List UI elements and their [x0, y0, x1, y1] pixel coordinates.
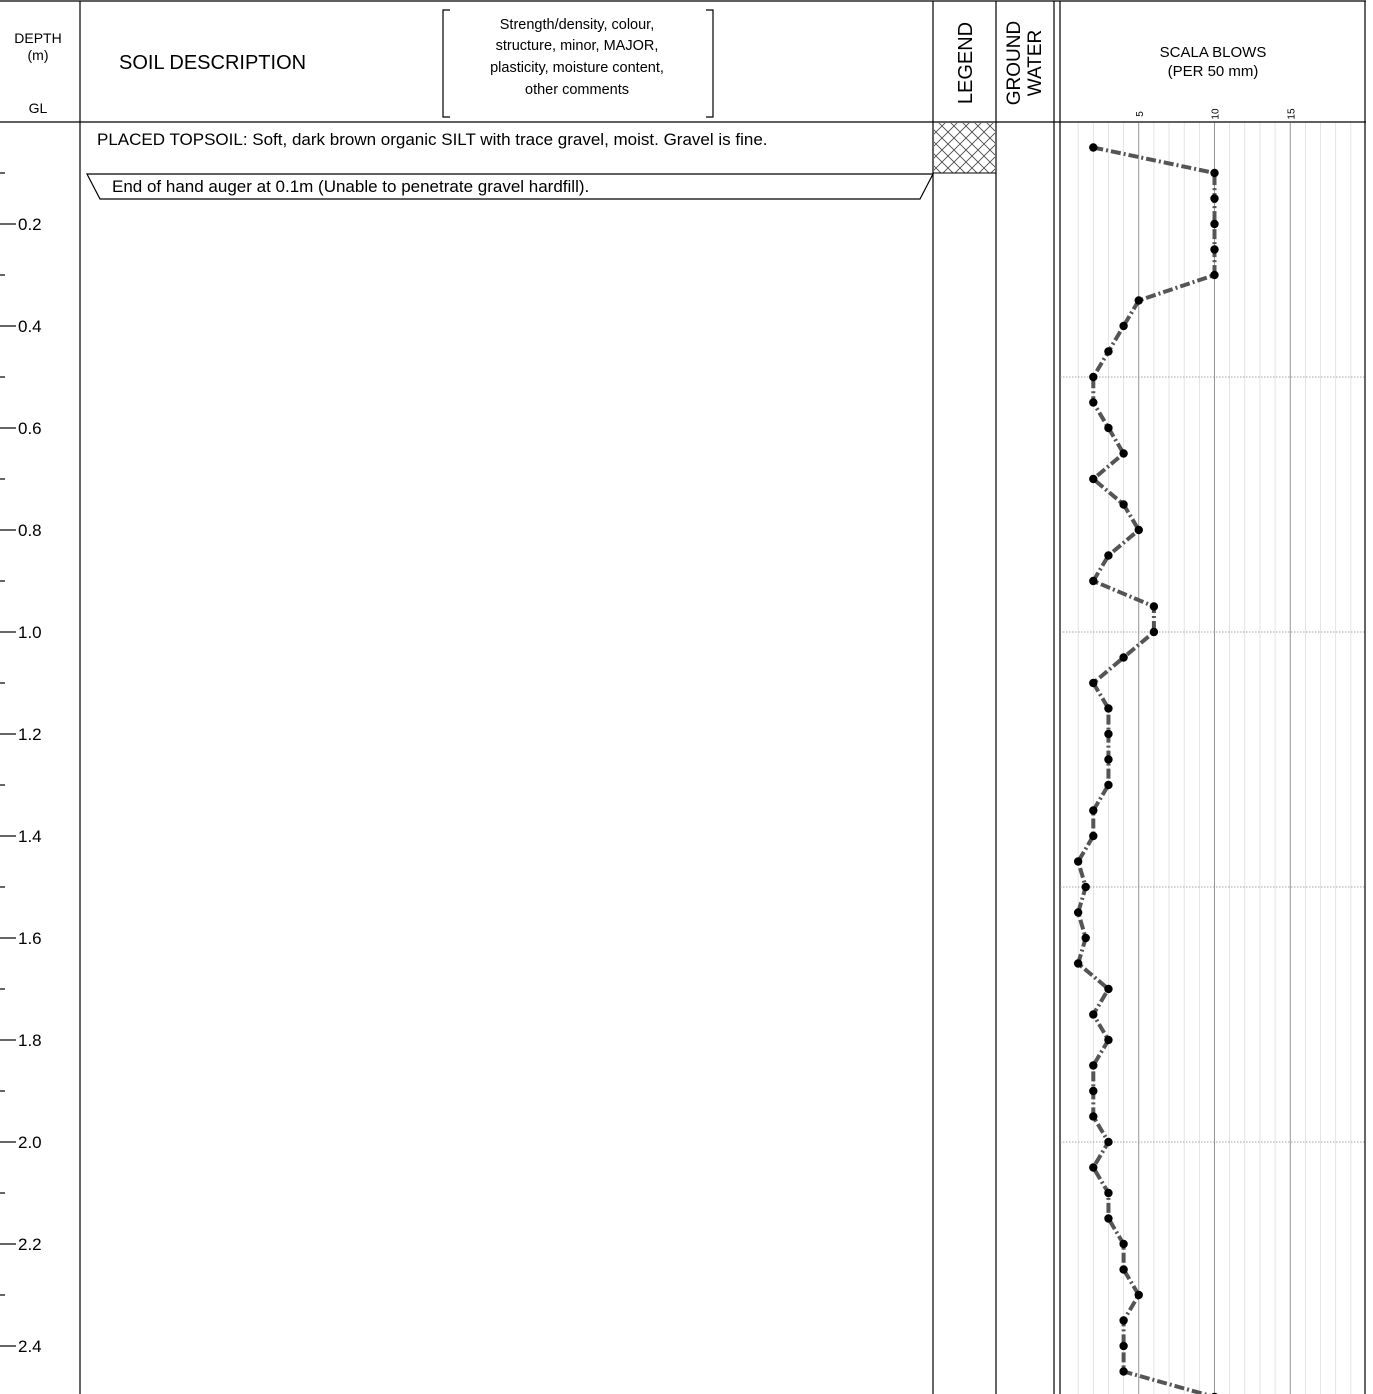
scala-data-point [1210, 194, 1219, 203]
guide-line-4: other comments [525, 82, 629, 98]
ground-level-label: GL [29, 100, 48, 116]
scala-blows-series [1073, 143, 1219, 1394]
scala-data-point [1119, 1239, 1128, 1249]
end-of-hole-box [86, 173, 934, 200]
end-of-hole-note: End of hand auger at 0.1m (Unable to pen… [112, 177, 589, 196]
scala-data-point [1089, 474, 1098, 484]
scala-data-point [1134, 1290, 1143, 1300]
soil-description-heading: SOIL DESCRIPTION [119, 52, 306, 74]
depth-label: 2.2 [18, 1235, 42, 1254]
scala-data-point [1089, 806, 1098, 815]
scala-data-point [1104, 780, 1113, 790]
scala-data-point [1073, 908, 1083, 917]
right-bracket [706, 9, 714, 118]
ground-water-heading-2: WATER [1025, 30, 1046, 97]
scala-data-point [1104, 984, 1113, 994]
scala-data-point [1081, 933, 1090, 943]
scala-heading: SCALA BLOWS [1160, 44, 1267, 61]
scala-data-point [1210, 219, 1219, 229]
scala-data-point [1119, 500, 1128, 509]
scala-data-point [1089, 398, 1098, 407]
scala-data-point [1134, 525, 1143, 535]
scala-blows-line [1076, 145, 1217, 1394]
depth-label: 2.0 [18, 1133, 42, 1152]
scala-data-point [1073, 857, 1083, 866]
scala-data-point [1210, 245, 1219, 254]
depth-label: 0.4 [18, 317, 42, 336]
scala-tick-label: 15 [1286, 108, 1297, 120]
scala-tick-label: 10 [1211, 108, 1222, 120]
depth-label: 2.4 [18, 1337, 42, 1356]
scala-data-point [1104, 423, 1113, 433]
depth-unit: (m) [28, 47, 49, 63]
scala-data-point [1089, 1112, 1098, 1121]
scala-data-point [1104, 704, 1113, 713]
scala-data-point [1119, 449, 1128, 458]
guide-line-3: plasticity, moisture content, [490, 60, 664, 76]
depth-heading: DEPTH [14, 30, 61, 46]
scala-data-point [1119, 1367, 1128, 1376]
depth-label: 0.8 [18, 521, 42, 540]
depth-label: 1.0 [18, 623, 42, 642]
scala-data-point [1089, 1086, 1098, 1096]
header-depth: DEPTH (m) GL [14, 30, 61, 116]
guide-line-1: Strength/density, colour, [500, 17, 655, 33]
depth-label: 1.6 [18, 929, 42, 948]
scala-data-point [1149, 602, 1159, 611]
scala-data-point [1210, 270, 1219, 280]
scala-data-point [1104, 1214, 1113, 1223]
scala-data-point [1089, 372, 1098, 382]
scala-data-point [1119, 321, 1128, 331]
scala-data-point [1089, 576, 1098, 586]
description-guide: Strength/density, colour, structure, min… [442, 9, 714, 118]
legend-heading: LEGEND [955, 22, 977, 104]
scala-data-point [1104, 1137, 1113, 1147]
scala-data-point [1149, 627, 1159, 637]
scala-data-point [1104, 347, 1113, 356]
scala-data-point [1119, 1316, 1128, 1325]
layer-topsoil-description: PLACED TOPSOIL: Soft, dark brown organic… [97, 130, 768, 149]
scala-data-point [1104, 1188, 1113, 1198]
scala-data-point [1089, 143, 1098, 152]
guide-line-2: structure, minor, MAJOR, [496, 38, 659, 54]
scala-data-point [1104, 729, 1113, 739]
legend-topsoil-pattern [934, 123, 995, 173]
scala-data-point [1089, 831, 1098, 841]
scala-data-point [1073, 959, 1083, 968]
depth-label: 0.2 [18, 215, 42, 234]
scala-data-point [1089, 678, 1098, 688]
scala-unit: (PER 50 mm) [1168, 63, 1259, 80]
scala-tick-labels: 5 10 15 [1135, 108, 1298, 120]
scala-data-point [1104, 551, 1113, 560]
depth-label: 1.4 [18, 827, 42, 846]
scala-data-point [1134, 296, 1143, 305]
scala-data-point [1119, 1341, 1128, 1351]
scala-data-point [1089, 1010, 1098, 1019]
scala-data-point [1089, 1163, 1098, 1172]
depth-label: 0.6 [18, 419, 42, 438]
scala-data-point [1119, 1265, 1128, 1274]
scala-data-point [1081, 882, 1090, 892]
scala-grid [1060, 123, 1365, 1394]
depth-label: 1.8 [18, 1031, 42, 1050]
scala-data-point [1104, 755, 1113, 764]
scala-tick-label: 5 [1135, 111, 1146, 117]
scala-data-point [1104, 1035, 1113, 1045]
depth-scale: 0.2 0.4 0.6 0.8 1.0 1.2 1.4 1.6 1.8 2.0 2.2 2.4 [0, 172, 42, 1356]
depth-label: 1.2 [18, 725, 42, 744]
scala-data-point [1089, 1061, 1098, 1070]
ground-water-heading-1: GROUND [1004, 21, 1025, 105]
scala-data-point [1210, 168, 1219, 178]
scala-data-point [1119, 653, 1128, 662]
left-bracket [442, 9, 450, 118]
